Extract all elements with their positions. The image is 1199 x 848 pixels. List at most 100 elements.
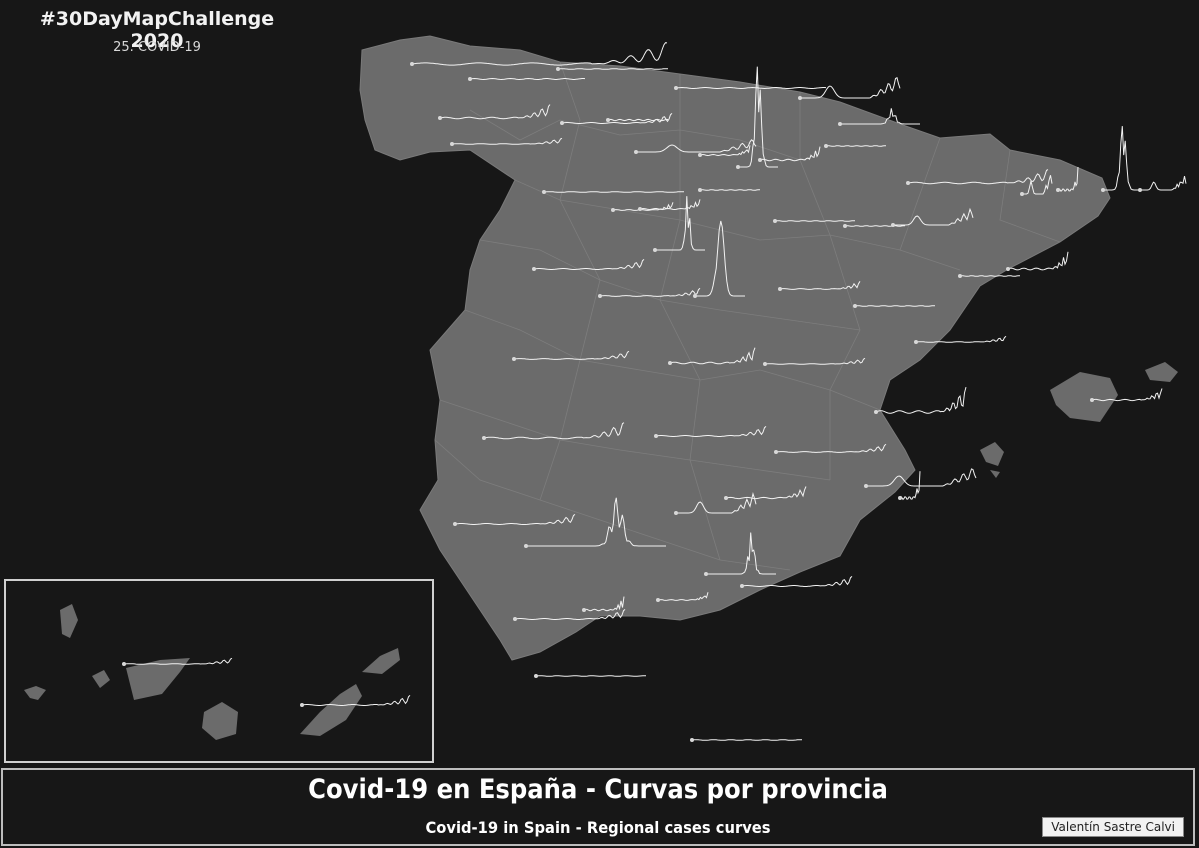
- province-curve: [599, 287, 701, 297]
- province-centroid-dot: [450, 142, 454, 146]
- province-centroid-dot: [122, 662, 126, 666]
- province-centroid-dot: [690, 738, 694, 742]
- province-curve: [741, 576, 853, 587]
- province-centroid-dot: [453, 522, 457, 526]
- province-curve: [439, 104, 551, 120]
- province-curve: [669, 347, 756, 365]
- province-centroid-dot: [958, 274, 962, 278]
- province-centroid-dot: [410, 62, 414, 66]
- province-centroid-dot: [838, 122, 842, 126]
- province-centroid-dot: [698, 188, 702, 192]
- province-curve: [854, 305, 936, 307]
- province-curve: [676, 491, 757, 514]
- province-curve: [526, 497, 666, 547]
- province-curve: [1103, 126, 1143, 191]
- province-curve: [451, 137, 563, 145]
- la-palma: [60, 604, 78, 638]
- province-curve: [675, 86, 827, 90]
- province-centroid-dot: [542, 190, 546, 194]
- province-curve: [612, 202, 674, 211]
- province-centroid-dot: [634, 150, 638, 154]
- province-curve: [1007, 251, 1069, 271]
- province-curve: [411, 42, 668, 66]
- province-centroid-dot: [693, 294, 697, 298]
- challenge-title: #30DayMapChallenge 2020: [39, 8, 275, 52]
- province-curve: [583, 596, 625, 612]
- province-centroid-dot: [560, 121, 564, 125]
- province-centroid-dot: [638, 207, 642, 211]
- province-curve: [774, 220, 856, 222]
- province-curve: [655, 196, 705, 251]
- province-curve: [657, 592, 709, 601]
- province-dots: [122, 62, 1142, 742]
- province-centroid-dot: [653, 248, 657, 252]
- province-centroid-dot: [740, 584, 744, 588]
- province-centroid-dot: [914, 340, 918, 344]
- formentera: [990, 470, 1000, 478]
- province-curve: [699, 189, 761, 191]
- province-curve: [1057, 166, 1079, 192]
- province-centroid-dot: [656, 598, 660, 602]
- province-curve: [844, 225, 906, 227]
- province-centroid-dot: [874, 410, 878, 414]
- la-gomera: [92, 670, 110, 688]
- province-curve: [825, 145, 887, 147]
- province-curve: [1140, 175, 1187, 191]
- province-centroid-dot: [611, 208, 615, 212]
- province-curve: [875, 386, 967, 414]
- province-centroid-dot: [556, 67, 560, 71]
- province-centroid-dot: [704, 572, 708, 576]
- province-centroid-dot: [853, 304, 857, 308]
- menorca: [1145, 362, 1178, 382]
- province-curve: [899, 471, 921, 501]
- ibiza: [980, 442, 1004, 466]
- province-curve: [636, 139, 757, 153]
- province-centroid-dot: [778, 287, 782, 291]
- province-centroid-dot: [668, 361, 672, 365]
- tenerife: [126, 658, 190, 700]
- province-curve: [695, 220, 745, 297]
- province-curve: [800, 76, 901, 99]
- province-centroid-dot: [582, 608, 586, 612]
- canary-inset-frame: [4, 579, 434, 763]
- province-centroid-dot: [773, 219, 777, 223]
- province-curve: [301, 695, 411, 706]
- province-centroid-dot: [906, 181, 910, 185]
- province-curve: [533, 259, 645, 270]
- province-centroid-dot: [534, 674, 538, 678]
- fuerteventura: [300, 684, 362, 736]
- province-centroid-dot: [864, 484, 868, 488]
- province-centroid-dot: [698, 153, 702, 157]
- province-centroid-dot: [1138, 188, 1142, 192]
- province-centroid-dot: [438, 116, 442, 120]
- gran-canaria: [202, 702, 238, 740]
- province-centroid-dot: [1101, 188, 1105, 192]
- province-curve: [123, 657, 233, 665]
- province-curve: [915, 335, 1007, 343]
- province-centroid-dot: [763, 362, 767, 366]
- province-centroid-dot: [758, 158, 762, 162]
- province-centroid-dot: [300, 703, 304, 707]
- province-curve: [699, 145, 751, 157]
- lanzarote: [362, 648, 400, 674]
- footer-panel: Covid-19 en España - Curvas por provinci…: [1, 768, 1195, 846]
- province-curve: [557, 68, 669, 70]
- province-centroid-dot: [674, 511, 678, 515]
- province-curve: [759, 146, 821, 162]
- province-centroid-dot: [524, 544, 528, 548]
- province-centroid-dot: [1056, 188, 1060, 192]
- province-curve: [483, 422, 625, 440]
- province-centroid-dot: [512, 357, 516, 361]
- province-curve: [907, 169, 1049, 185]
- map-title: Covid-19 en España - Curvas por provinci…: [308, 774, 888, 805]
- province-centroid-dot: [482, 436, 486, 440]
- province-curve: [738, 66, 778, 168]
- province-centroid-dot: [468, 77, 472, 81]
- province-curve: [543, 191, 685, 193]
- author-credit: Valentín Sastre Calvi: [1042, 817, 1184, 837]
- province-curve: [1091, 388, 1163, 402]
- province-centroid-dot: [674, 86, 678, 90]
- province-centroid-dot: [736, 165, 740, 169]
- province-centroid-dot: [1090, 398, 1094, 402]
- province-centroid-dot: [532, 267, 536, 271]
